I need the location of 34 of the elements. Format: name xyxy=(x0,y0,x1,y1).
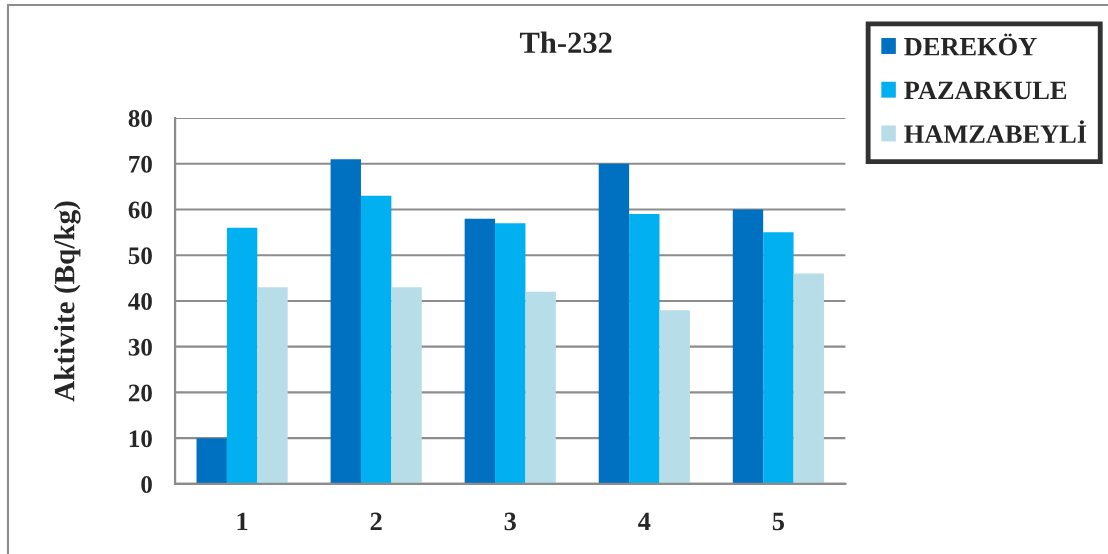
x-tick-label: 1 xyxy=(237,512,248,531)
chart-title: Th-232 xyxy=(519,31,612,54)
y-tick-label: 80 xyxy=(128,110,152,127)
y-tick-label: 60 xyxy=(128,201,152,219)
bar xyxy=(732,209,764,484)
y-tick-label: 70 xyxy=(129,155,152,173)
legend-label: PAZARKULE xyxy=(904,81,1067,100)
bar xyxy=(659,310,690,484)
x-tick-label: 3 xyxy=(504,512,516,531)
legend-label: DEREKÖY xyxy=(904,33,1037,56)
bar xyxy=(196,438,227,484)
bar xyxy=(257,287,288,484)
bar xyxy=(391,287,422,484)
y-axis-title: Aktivite (Bq/kg) xyxy=(53,201,81,402)
y-tick-label: 0 xyxy=(141,476,152,493)
bar xyxy=(629,214,660,484)
bar xyxy=(793,273,824,484)
bar xyxy=(598,163,630,484)
x-tick-label: 2 xyxy=(370,512,382,531)
y-tick-label: 20 xyxy=(128,384,152,402)
x-tick-label: 4 xyxy=(638,512,651,531)
legend-label: HAMZABEYLİ xyxy=(904,120,1087,143)
bar xyxy=(464,218,496,484)
bar xyxy=(763,232,794,484)
x-tick-label: 5 xyxy=(772,512,784,531)
bar xyxy=(495,223,526,484)
bar xyxy=(330,159,361,484)
y-tick-label: 50 xyxy=(128,247,152,265)
y-tick-label: 30 xyxy=(128,338,152,356)
bar xyxy=(226,227,258,484)
bar xyxy=(525,291,556,484)
y-tick-label: 40 xyxy=(128,293,152,310)
bar xyxy=(360,195,392,484)
y-tick-label: 10 xyxy=(129,430,152,448)
